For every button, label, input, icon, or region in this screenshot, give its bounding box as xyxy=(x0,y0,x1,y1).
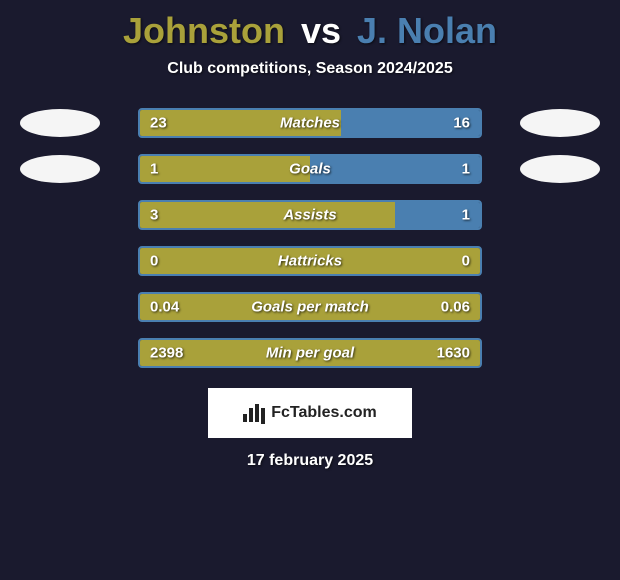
bar-fill-left xyxy=(140,156,310,182)
stat-value-right: 0.06 xyxy=(441,299,470,316)
stat-row: 0 Hattricks 0 xyxy=(0,246,620,276)
stat-name: Matches xyxy=(280,115,340,132)
bar-chart-icon xyxy=(243,404,265,422)
team-badge-right xyxy=(520,109,600,137)
stat-row: 23 Matches 16 xyxy=(0,108,620,138)
stat-row: 1 Goals 1 xyxy=(0,154,620,184)
stat-name: Hattricks xyxy=(278,253,342,270)
bar-fill-left xyxy=(140,202,395,228)
stat-value-right: 0 xyxy=(462,253,470,270)
subtitle: Club competitions, Season 2024/2025 xyxy=(167,60,452,78)
player2-name: J. Nolan xyxy=(357,10,497,51)
date-text: 17 february 2025 xyxy=(247,452,373,470)
logo-text: FcTables.com xyxy=(271,404,377,422)
vs-text: vs xyxy=(301,10,341,51)
stat-value-left: 0 xyxy=(150,253,158,270)
stat-value-right: 1630 xyxy=(437,345,470,362)
bar-fill-right xyxy=(310,156,480,182)
stat-bar: 0.04 Goals per match 0.06 xyxy=(138,292,482,322)
stat-row: 3 Assists 1 xyxy=(0,200,620,230)
team-badge-right xyxy=(520,155,600,183)
stat-value-left: 2398 xyxy=(150,345,183,362)
page-title: Johnston vs J. Nolan xyxy=(123,10,497,52)
stats-chart: 23 Matches 16 1 Goals 1 3 Assists 1 0 Hattricks 0 0.… xyxy=(0,108,620,384)
stat-value-left: 1 xyxy=(150,161,158,178)
stat-bar: 0 Hattricks 0 xyxy=(138,246,482,276)
stat-name: Goals per match xyxy=(251,299,369,316)
team-badge-left xyxy=(20,155,100,183)
stat-value-left: 0.04 xyxy=(150,299,179,316)
stat-bar: 3 Assists 1 xyxy=(138,200,482,230)
fctables-logo[interactable]: FcTables.com xyxy=(208,388,412,438)
stat-name: Min per goal xyxy=(266,345,354,362)
stat-name: Assists xyxy=(283,207,336,224)
comparison-container: Johnston vs J. Nolan Club competitions, … xyxy=(0,0,620,470)
stat-row: 2398 Min per goal 1630 xyxy=(0,338,620,368)
stat-name: Goals xyxy=(289,161,331,178)
team-badge-left xyxy=(20,109,100,137)
stat-bar: 2398 Min per goal 1630 xyxy=(138,338,482,368)
stat-row: 0.04 Goals per match 0.06 xyxy=(0,292,620,322)
stat-value-left: 23 xyxy=(150,115,167,132)
stat-bar: 23 Matches 16 xyxy=(138,108,482,138)
player1-name: Johnston xyxy=(123,10,285,51)
stat-bar: 1 Goals 1 xyxy=(138,154,482,184)
stat-value-right: 1 xyxy=(462,207,470,224)
stat-value-left: 3 xyxy=(150,207,158,224)
stat-value-right: 1 xyxy=(462,161,470,178)
stat-value-right: 16 xyxy=(453,115,470,132)
